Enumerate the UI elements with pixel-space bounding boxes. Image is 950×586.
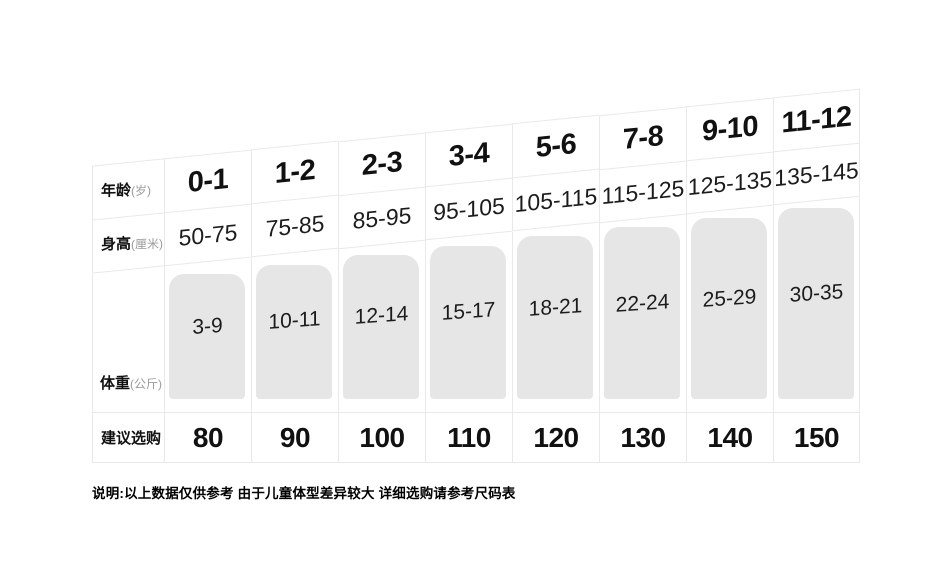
size-value: 130 bbox=[599, 413, 686, 462]
grid-line bbox=[425, 240, 426, 412]
suggested-size-row: 建议选购 80 90 100 110 120 130 140 150 bbox=[92, 412, 860, 463]
age-range: 5-6 bbox=[513, 115, 599, 179]
grid-line bbox=[92, 274, 93, 412]
height-range: 105-115 bbox=[513, 169, 599, 232]
size-column-3-4: 3-4 95-105 15-17 bbox=[425, 0, 512, 464]
kids-size-table: 年龄(岁) 身高(厘米) 体重(公斤) 0-1 50-75 3-9 bbox=[92, 0, 860, 464]
height-range: 125-135 bbox=[687, 152, 773, 215]
age-range: 9-10 bbox=[687, 98, 773, 162]
size-value: 110 bbox=[425, 413, 512, 462]
grid-line bbox=[251, 257, 252, 412]
grid-line bbox=[859, 196, 860, 412]
suggest-row-label: 建议选购 bbox=[92, 413, 164, 462]
weight-bar bbox=[343, 255, 419, 399]
grid-line bbox=[512, 231, 513, 412]
age-row-unit: (岁) bbox=[131, 183, 152, 198]
weight-bar bbox=[517, 236, 593, 399]
row-header-column: 年龄(岁) 身高(厘米) 体重(公斤) bbox=[92, 0, 164, 464]
height-range: 135-145 bbox=[774, 143, 859, 206]
weight-bar bbox=[778, 208, 854, 399]
size-column-1-2: 1-2 75-85 10-11 bbox=[251, 0, 338, 464]
height-row-header: 身高(厘米) bbox=[93, 213, 164, 274]
height-range: 50-75 bbox=[165, 204, 251, 267]
grid-line bbox=[599, 222, 600, 412]
height-row-unit: (厘米) bbox=[131, 236, 164, 252]
size-value: 140 bbox=[686, 413, 773, 462]
age-range: 11-12 bbox=[774, 89, 859, 153]
weight-row-label: 体重 bbox=[100, 375, 131, 392]
size-column-9-10: 9-10 125-135 25-29 bbox=[686, 0, 773, 464]
weight-bar bbox=[169, 274, 245, 399]
height-range: 85-95 bbox=[339, 187, 425, 249]
grid-line bbox=[773, 205, 774, 412]
size-column-11-12: 11-12 135-145 30-35 bbox=[773, 0, 860, 464]
disclaimer-note: 说明:以上数据仅供参考 由于儿童体型差异较大 详细选购请参考尺码表 bbox=[92, 486, 516, 501]
height-range: 95-105 bbox=[426, 178, 512, 241]
grid-line bbox=[686, 214, 687, 412]
grid-line bbox=[338, 249, 339, 412]
height-range: 115-125 bbox=[600, 161, 686, 223]
size-value: 120 bbox=[512, 413, 599, 462]
age-row-header: 年龄(岁) bbox=[93, 159, 164, 221]
size-value: 150 bbox=[773, 413, 860, 462]
row-header-cells: 年龄(岁) 身高(厘米) bbox=[92, 158, 164, 274]
size-value: 100 bbox=[338, 413, 425, 462]
size-value: 80 bbox=[164, 413, 251, 462]
age-range: 1-2 bbox=[252, 141, 338, 205]
age-range: 0-1 bbox=[165, 150, 251, 214]
size-column-7-8: 7-8 115-125 22-24 bbox=[599, 0, 686, 464]
weight-bar bbox=[604, 227, 680, 399]
weight-bar bbox=[430, 245, 506, 399]
weight-row-unit: (公斤) bbox=[130, 377, 163, 391]
age-range: 7-8 bbox=[600, 107, 686, 170]
size-value: 90 bbox=[251, 413, 338, 462]
age-range: 2-3 bbox=[339, 133, 425, 196]
age-range: 3-4 bbox=[426, 124, 512, 188]
size-column-0-1: 0-1 50-75 3-9 bbox=[164, 0, 251, 464]
grid-line bbox=[164, 266, 165, 412]
height-range: 75-85 bbox=[252, 195, 338, 258]
size-column-5-6: 5-6 105-115 18-21 bbox=[512, 0, 599, 464]
size-column-2-3: 2-3 85-95 12-14 bbox=[338, 0, 425, 464]
weight-row-header: 体重(公斤) bbox=[100, 372, 162, 393]
height-row-label: 身高 bbox=[101, 235, 132, 253]
weight-bar bbox=[691, 217, 767, 399]
age-row-label: 年龄 bbox=[101, 181, 132, 200]
weight-bar bbox=[256, 264, 332, 399]
